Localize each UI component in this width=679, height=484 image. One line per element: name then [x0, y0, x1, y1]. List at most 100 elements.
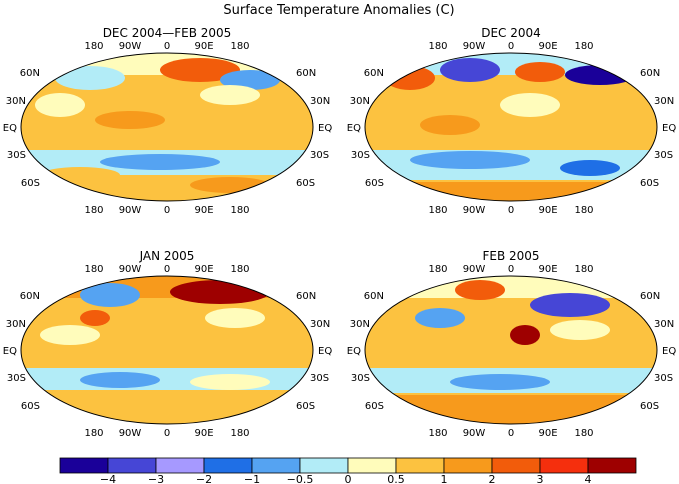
lon-label: 90E: [538, 41, 557, 52]
colorbar-label: −0.5: [287, 473, 314, 484]
lat-label: 30S: [654, 150, 673, 161]
lon-label: 180: [428, 41, 447, 52]
lon-label: 180: [230, 428, 249, 439]
lat-label: 60N: [20, 291, 40, 302]
lon-label: 0: [508, 264, 514, 275]
lat-label: 30N: [6, 96, 26, 107]
lat-label: 60S: [296, 401, 315, 412]
lon-label: 0: [508, 428, 514, 439]
lat-label: EQ: [347, 346, 361, 357]
colorbar-swatch: [443, 457, 493, 474]
lat-label: EQ: [318, 346, 332, 357]
map-outline: [20, 52, 314, 202]
panel-title: DEC 2004: [481, 26, 541, 40]
lat-label: 60S: [296, 178, 315, 189]
lon-label: 180: [428, 205, 447, 216]
colorbar-swatch: [59, 457, 109, 474]
lat-label: 60N: [296, 291, 316, 302]
lon-label: 90W: [119, 428, 142, 439]
lon-label: 90W: [463, 41, 486, 52]
panel-feb: FEB 2005 180 90W 0 90E 180 180 90W 0 90E…: [347, 249, 677, 439]
panel-djf: DEC 2004—FEB 2005 180 90W 0 90E 180 180 …: [3, 26, 333, 216]
colorbar-swatch: [539, 457, 589, 474]
lat-label: EQ: [662, 123, 676, 134]
colorbar-label: 4: [585, 473, 592, 484]
lat-label: 60S: [21, 401, 40, 412]
lon-label: 0: [508, 205, 514, 216]
figure-title: Surface Temperature Anomalies (C): [223, 3, 454, 18]
lon-label: 180: [230, 205, 249, 216]
lat-label: EQ: [3, 346, 17, 357]
lat-label: 60S: [640, 401, 659, 412]
colorbar-label: −1: [244, 473, 260, 484]
colorbar-label: −4: [100, 473, 116, 484]
lat-label: 30S: [351, 150, 370, 161]
lat-label: 30S: [7, 150, 26, 161]
colorbar-label: 3: [537, 473, 544, 484]
lat-label: 60N: [364, 291, 384, 302]
lon-label: 180: [574, 41, 593, 52]
lon-label: 180: [84, 428, 103, 439]
lat-label: 30S: [654, 373, 673, 384]
colorbar-label: −2: [196, 473, 212, 484]
map-djf: [21, 53, 313, 201]
colorbar-label: 1: [441, 473, 448, 484]
lon-label: 90W: [119, 41, 142, 52]
lat-label: 30N: [350, 319, 370, 330]
map-outline: [364, 52, 658, 202]
colorbar-swatch: [395, 457, 445, 474]
lon-label: 90E: [194, 205, 213, 216]
lat-label: 30S: [351, 373, 370, 384]
colorbar-swatch: [203, 457, 253, 474]
panel-jan: JAN 2005 180 90W 0 90E 180 180 90W 0 90E…: [3, 249, 333, 439]
lon-label: 90W: [119, 205, 142, 216]
colorbar-swatch: [347, 457, 397, 474]
map-dec: [365, 53, 657, 201]
colorbar-swatch: [299, 457, 349, 474]
lat-label: 30S: [7, 373, 26, 384]
panel-title: JAN 2005: [139, 249, 195, 263]
lon-label: 0: [164, 41, 170, 52]
lon-label: 180: [428, 264, 447, 275]
lat-label: 30S: [310, 373, 329, 384]
lon-label: 90W: [119, 264, 142, 275]
lon-label: 90E: [538, 428, 557, 439]
map-feb: [365, 276, 657, 424]
lat-label: EQ: [347, 123, 361, 134]
lat-label: 60S: [21, 178, 40, 189]
lon-label: 180: [574, 428, 593, 439]
map-jan: [21, 276, 313, 424]
lat-label: 60S: [365, 401, 384, 412]
lat-label: EQ: [662, 346, 676, 357]
lon-label: 90W: [463, 205, 486, 216]
lat-label: 60S: [365, 178, 384, 189]
lat-label: 60N: [640, 68, 660, 79]
panel-title: FEB 2005: [482, 249, 539, 263]
panel-title: DEC 2004—FEB 2005: [103, 26, 232, 40]
lon-label: 180: [230, 264, 249, 275]
colorbar-label: 0: [345, 473, 352, 484]
lat-label: 30N: [310, 319, 330, 330]
colorbar-swatch: [251, 457, 301, 474]
lon-label: 90E: [538, 264, 557, 275]
lat-label: EQ: [3, 123, 17, 134]
colorbar-swatch: [155, 457, 205, 474]
lat-label: 60N: [296, 68, 316, 79]
colorbar-swatch: [107, 457, 157, 474]
lon-label: 90E: [194, 428, 213, 439]
lat-label: 60S: [640, 178, 659, 189]
map-outline: [364, 275, 658, 425]
lon-label: 180: [574, 264, 593, 275]
lon-label: 0: [508, 41, 514, 52]
lat-label: 60N: [364, 68, 384, 79]
lon-label: 180: [428, 428, 447, 439]
lat-label: 30N: [6, 319, 26, 330]
colorbar-label: −3: [148, 473, 164, 484]
lon-label: 180: [84, 264, 103, 275]
colorbar-label: 2: [489, 473, 496, 484]
lat-label: 30N: [654, 96, 674, 107]
lat-label: 30N: [350, 96, 370, 107]
lon-label: 180: [84, 205, 103, 216]
lon-label: 180: [84, 41, 103, 52]
